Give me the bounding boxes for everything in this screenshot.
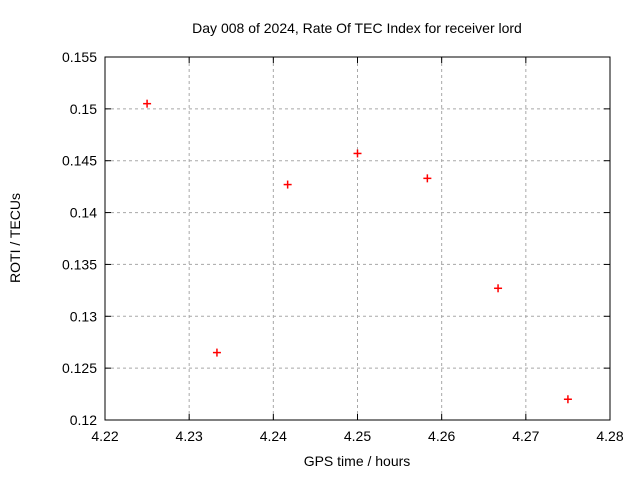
y-axis-label: ROTI / TECUs [7,193,23,283]
data-point-plus-marker [283,180,292,189]
axis-tick-labels: 4.22 4.23 4.24 4.25 4.26 4.27 4.28 0.12 0.125 0.1… [62,49,624,444]
x-tick-label: 4.27 [512,428,539,444]
data-point-plus-marker [143,99,152,108]
data-point-plus-marker [423,174,432,183]
y-tick-label: 0.135 [62,256,97,272]
x-tick-label: 4.26 [428,428,455,444]
chart-title: Day 008 of 2024, Rate Of TEC Index for r… [192,20,522,36]
y-tick-label: 0.155 [62,49,97,65]
axis-ticks [104,56,611,421]
data-point-plus-marker [563,395,572,404]
x-axis-label: GPS time / hours [304,453,411,469]
data-points [143,99,572,404]
y-tick-label: 0.12 [70,412,97,428]
y-tick-label: 0.145 [62,153,97,169]
x-tick-label: 4.22 [91,428,118,444]
y-tick-label: 0.15 [70,101,97,117]
y-tick-label: 0.14 [70,205,97,221]
y-tick-label: 0.125 [62,360,97,376]
data-point-plus-marker [212,348,221,357]
data-point-plus-marker [353,149,362,158]
x-tick-label: 4.28 [596,428,623,444]
data-point-plus-marker [494,284,503,293]
y-tick-label: 0.13 [70,308,97,324]
x-tick-label: 4.24 [260,428,287,444]
x-tick-label: 4.25 [344,428,371,444]
grid-lines [105,57,610,420]
x-tick-label: 4.23 [176,428,203,444]
